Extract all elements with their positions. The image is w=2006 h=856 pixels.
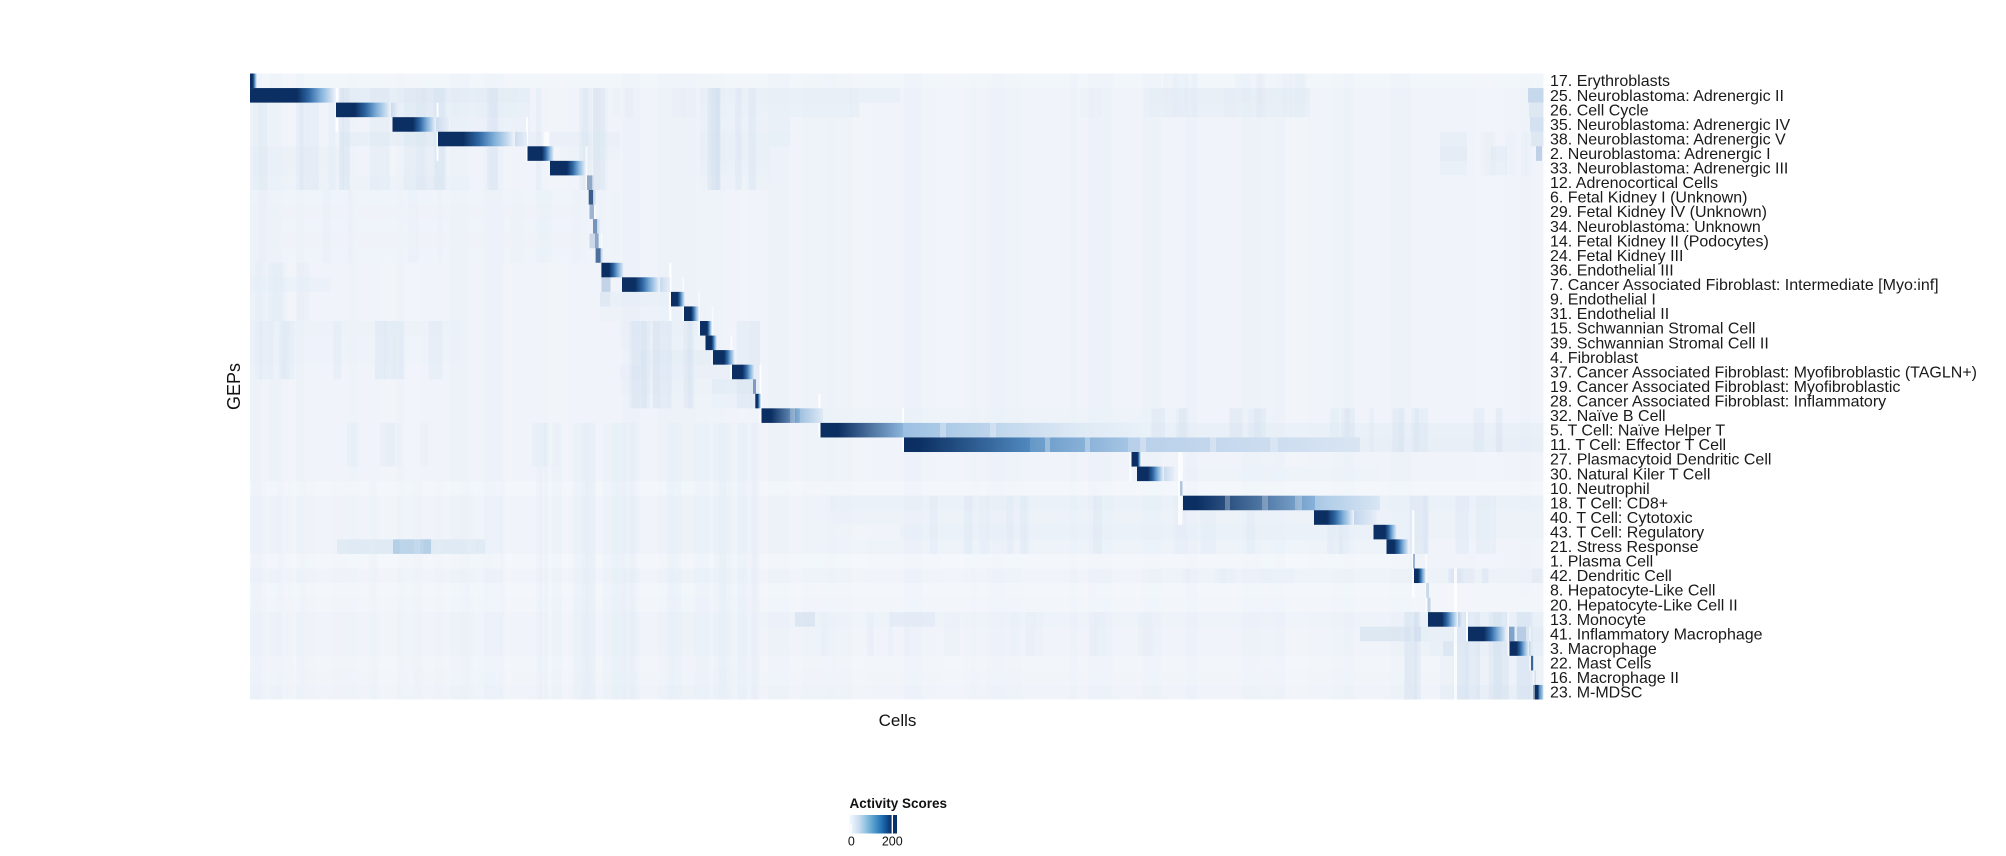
svg-text:21. Stress Response: 21. Stress Response: [1550, 539, 1699, 556]
svg-text:0: 0: [848, 835, 855, 849]
svg-text:13. Monocyte: 13. Monocyte: [1550, 612, 1646, 629]
svg-text:12. Adrenocortical Cells: 12. Adrenocortical Cells: [1550, 175, 1718, 192]
svg-text:23. M-MDSC: 23. M-MDSC: [1550, 685, 1642, 702]
svg-text:31. Endothelial II: 31. Endothelial II: [1550, 306, 1669, 323]
svg-text:11. T Cell: Effector T Cell: 11. T Cell: Effector T Cell: [1550, 437, 1726, 454]
svg-text:4. Fibroblast: 4. Fibroblast: [1550, 350, 1639, 367]
svg-text:34. Neuroblastoma: Unknown: 34. Neuroblastoma: Unknown: [1550, 219, 1761, 236]
svg-text:39. Schwannian Stromal Cell II: 39. Schwannian Stromal Cell II: [1550, 335, 1769, 352]
svg-text:Cells: Cells: [879, 711, 917, 730]
svg-text:17. Erythroblasts: 17. Erythroblasts: [1550, 73, 1670, 90]
svg-text:27. Plasmacytoid Dendritic Cel: 27. Plasmacytoid Dendritic Cell: [1550, 452, 1771, 469]
svg-text:10. Neutrophil: 10. Neutrophil: [1550, 481, 1650, 498]
svg-text:Activity Scores: Activity Scores: [850, 796, 948, 811]
svg-text:24. Fetal Kidney III: 24. Fetal Kidney III: [1550, 248, 1683, 265]
svg-text:36. Endothelial III: 36. Endothelial III: [1550, 262, 1674, 279]
svg-text:35. Neuroblastoma: Adrenergic: 35. Neuroblastoma: Adrenergic IV: [1550, 117, 1790, 134]
svg-text:29. Fetal Kidney IV (Unknown): 29. Fetal Kidney IV (Unknown): [1550, 204, 1767, 221]
svg-text:16. Macrophage II: 16. Macrophage II: [1550, 670, 1679, 687]
svg-text:41. Inflammatory Macrophage: 41. Inflammatory Macrophage: [1550, 626, 1763, 643]
svg-text:200: 200: [882, 835, 903, 849]
svg-text:32. Naïve B Cell: 32. Naïve B Cell: [1550, 408, 1666, 425]
svg-text:26. Cell Cycle: 26. Cell Cycle: [1550, 102, 1649, 119]
svg-text:2. Neuroblastoma: Adrenergic I: 2. Neuroblastoma: Adrenergic I: [1550, 146, 1771, 163]
svg-text:19. Cancer Associated Fibrobla: 19. Cancer Associated Fibroblast: Myofib…: [1550, 379, 1900, 396]
svg-text:14. Fetal Kidney II (Podocytes: 14. Fetal Kidney II (Podocytes): [1550, 233, 1769, 250]
svg-text:40. T Cell: Cytotoxic: 40. T Cell: Cytotoxic: [1550, 510, 1693, 527]
svg-text:33. Neuroblastoma: Adrenergic: 33. Neuroblastoma: Adrenergic III: [1550, 161, 1788, 178]
svg-text:30. Natural Kiler T Cell: 30. Natural Kiler T Cell: [1550, 466, 1710, 483]
svg-text:3. Macrophage: 3. Macrophage: [1550, 641, 1657, 658]
svg-text:20. Hepatocyte-Like Cell II: 20. Hepatocyte-Like Cell II: [1550, 597, 1738, 614]
svg-text:18. T Cell: CD8+: 18. T Cell: CD8+: [1550, 495, 1668, 512]
svg-text:42. Dendritic Cell: 42. Dendritic Cell: [1550, 568, 1672, 585]
svg-text:GEPs: GEPs: [224, 363, 244, 410]
svg-text:7. Cancer Associated Fibroblas: 7. Cancer Associated Fibroblast: Interme…: [1550, 277, 1939, 294]
svg-text:28. Cancer Associated Fibrobla: 28. Cancer Associated Fibroblast: Inflam…: [1550, 393, 1886, 410]
svg-text:37. Cancer Associated Fibrobla: 37. Cancer Associated Fibroblast: Myofib…: [1550, 364, 1977, 381]
svg-text:6. Fetal Kidney I (Unknown): 6. Fetal Kidney I (Unknown): [1550, 190, 1747, 207]
svg-text:25. Neuroblastoma: Adrenergic: 25. Neuroblastoma: Adrenergic II: [1550, 88, 1784, 105]
svg-text:9. Endothelial I: 9. Endothelial I: [1550, 292, 1656, 309]
svg-text:1. Plasma Cell: 1. Plasma Cell: [1550, 554, 1653, 571]
svg-text:5. T Cell: Naïve Helper T: 5. T Cell: Naïve Helper T: [1550, 423, 1725, 440]
svg-text:43. T Cell: Regulatory: 43. T Cell: Regulatory: [1550, 525, 1704, 542]
svg-text:15. Schwannian Stromal Cell: 15. Schwannian Stromal Cell: [1550, 321, 1755, 338]
svg-text:22. Mast Cells: 22. Mast Cells: [1550, 656, 1651, 673]
svg-text:38. Neuroblastoma: Adrenergic: 38. Neuroblastoma: Adrenergic V: [1550, 131, 1786, 148]
svg-text:8. Hepatocyte-Like Cell: 8. Hepatocyte-Like Cell: [1550, 583, 1715, 600]
